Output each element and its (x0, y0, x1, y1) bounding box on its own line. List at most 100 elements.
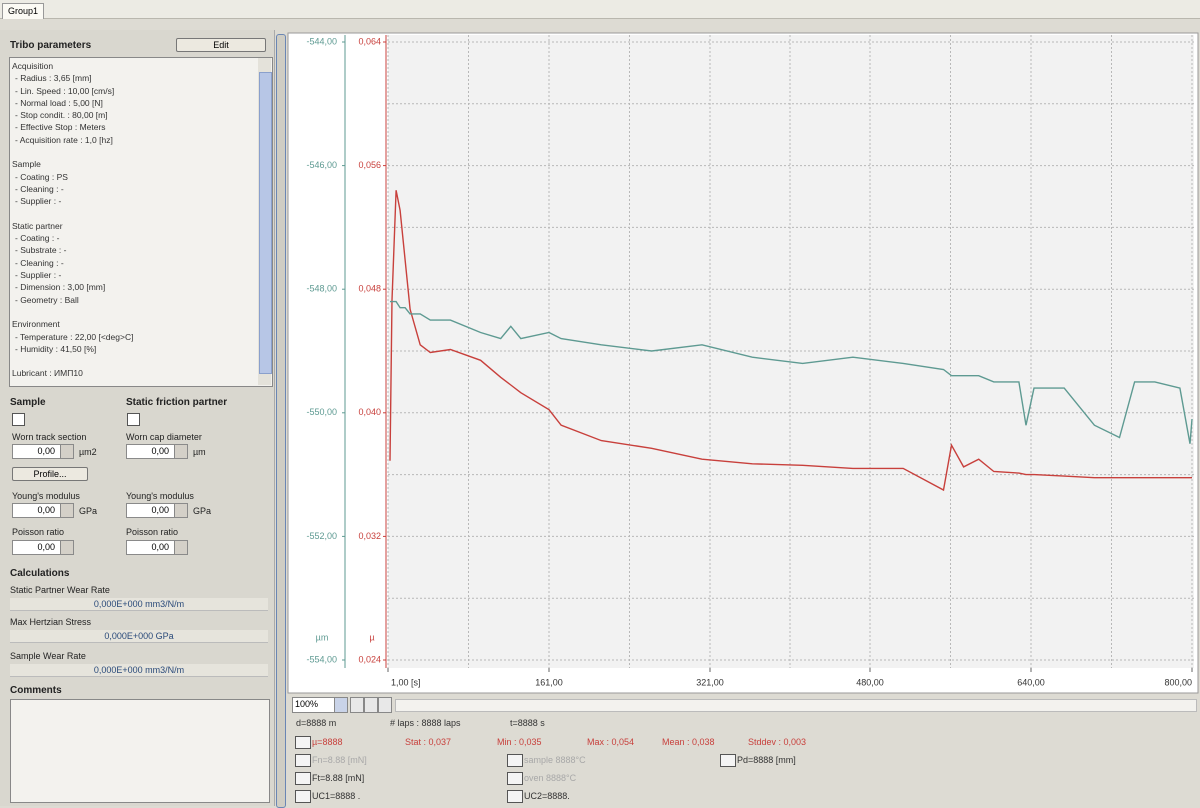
field[interactable]: 0,00 (126, 503, 188, 518)
calc-label: Max Hertzian Stress (10, 617, 92, 627)
calc-value: 0,000E+000 GPa (10, 630, 268, 643)
field-value: 0,00 (151, 505, 169, 515)
series-line (389, 190, 1192, 492)
y-tick-label: -552,00 (306, 531, 337, 541)
channel-icon[interactable] (507, 790, 523, 803)
unit: GPa (193, 506, 212, 516)
comments-box[interactable] (10, 699, 270, 803)
status-text: Ft=8.88 [mN] (312, 773, 365, 783)
param-item: - Substrate : - (15, 245, 67, 256)
field-label: Poisson ratio (126, 527, 179, 537)
spinner[interactable] (60, 445, 73, 458)
calc-value: 0,000E+000 mm3/N/m (10, 598, 268, 611)
y2-tick-label: 0,040 (358, 407, 381, 417)
status-text: oven 8888°C (524, 773, 577, 783)
scrollbar[interactable] (258, 58, 272, 385)
spinner[interactable] (174, 504, 187, 517)
section-title: Sample (10, 397, 46, 408)
status-text: UC1=8888 . (312, 791, 361, 801)
param-heading: Acquisition (12, 61, 54, 71)
splitter[interactable] (276, 34, 286, 808)
channel-icon[interactable] (295, 772, 311, 785)
y2-tick-label: 0,024 (358, 654, 381, 664)
status-text: µ=8888 (312, 737, 343, 747)
section-title: Tribo parameters (10, 40, 92, 51)
param-item: - Lin. Speed : 10,00 [cm/s] (15, 85, 115, 96)
field-label: Worn cap diameter (126, 432, 202, 442)
y2-tick-label: 0,056 (358, 160, 381, 170)
edit-button[interactable]: Edit (176, 38, 266, 52)
section-title: Static friction partner (126, 397, 228, 408)
param-item: - Coating : - (15, 233, 60, 244)
field[interactable]: 0,00 (126, 540, 188, 555)
x-tick-label: 480,00 (856, 677, 884, 687)
dropdown-button[interactable] (334, 697, 348, 713)
y2-tick-label: 0,032 (358, 531, 381, 541)
section-title: Calculations (10, 568, 70, 579)
channel-icon[interactable] (507, 772, 523, 785)
tab[interactable]: Group1 (2, 3, 44, 19)
field-value: 0,00 (37, 505, 55, 515)
zoom-select[interactable]: 100% (292, 697, 336, 713)
field[interactable]: 0,00 (12, 444, 74, 459)
param-item: - Effective Stop : Meters (15, 122, 106, 133)
spinner[interactable] (60, 504, 73, 517)
channel-icon[interactable] (507, 754, 523, 767)
param-item: - Supplier : - (15, 196, 62, 207)
spinner[interactable] (60, 541, 73, 554)
plot-area (388, 35, 1194, 668)
section-title: Comments (10, 685, 62, 696)
param-heading: Sample (12, 159, 41, 170)
param-item: - Geometry : Ball (15, 294, 79, 305)
param-item: - Acquisition rate : 1,0 [hz] (15, 134, 113, 145)
unit: GPa (79, 506, 98, 516)
x-tick-label: 321,00 (696, 677, 724, 687)
param-heading: Environment (12, 319, 60, 330)
y2-tick-label: 0,048 (358, 284, 381, 294)
field-label: Young's modulus (126, 491, 194, 501)
param-item: - Cleaning : - (15, 183, 64, 194)
channel-icon[interactable] (720, 754, 736, 767)
y2-tick-label: 0,064 (358, 36, 381, 46)
series-line (390, 300, 1193, 444)
unit: µm2 (79, 447, 97, 457)
profile-button[interactable]: Profile... (12, 467, 88, 481)
spinner[interactable] (174, 445, 187, 458)
spinner[interactable] (174, 541, 187, 554)
status-text: Fn=8.88 [mN] (312, 755, 367, 765)
channel-icon[interactable] (295, 754, 311, 767)
channel-icon[interactable] (295, 790, 311, 803)
param-item: - Humidity : 41,50 [%] (15, 343, 97, 354)
channel-icon[interactable] (295, 736, 311, 749)
y-axis-unit: µm (316, 632, 329, 642)
tab-bar (0, 0, 1200, 19)
field[interactable]: 0,00 (12, 503, 74, 518)
checkbox[interactable] (12, 413, 25, 426)
field-value: 0,00 (37, 542, 55, 552)
param-item: - Radius : 3,65 [mm] (15, 73, 92, 84)
horizontal-scrollbar[interactable] (395, 699, 1197, 712)
params-list: Acquisition - Radius : 3,65 [mm] - Lin. Sp… (9, 57, 273, 387)
param-item: - Coating : PS (15, 171, 68, 182)
status-text: t=8888 s (510, 718, 545, 728)
field-label: Young's modulus (12, 491, 80, 501)
field[interactable]: 0,00 (126, 444, 188, 459)
field-value: 0,00 (37, 446, 55, 456)
y-tick-label: -550,00 (306, 407, 337, 417)
checkbox[interactable] (127, 413, 140, 426)
zoom-button[interactable] (364, 697, 378, 713)
field-label: Worn track section (12, 432, 87, 442)
y-tick-label: -548,00 (306, 284, 337, 294)
scroll-thumb[interactable] (259, 72, 272, 374)
param-heading: Static partner (12, 220, 63, 231)
x-tick-label: 640,00 (1017, 677, 1045, 687)
field-value: 0,00 (151, 446, 169, 456)
status-text: UC2=8888. (524, 791, 570, 801)
status-text: Pd=8888 [mm] (737, 755, 796, 765)
zoom-button[interactable] (378, 697, 392, 713)
y-tick-label: -544,00 (306, 36, 337, 46)
field[interactable]: 0,00 (12, 540, 74, 555)
field-label: Poisson ratio (12, 527, 65, 537)
zoom-button[interactable] (350, 697, 364, 713)
